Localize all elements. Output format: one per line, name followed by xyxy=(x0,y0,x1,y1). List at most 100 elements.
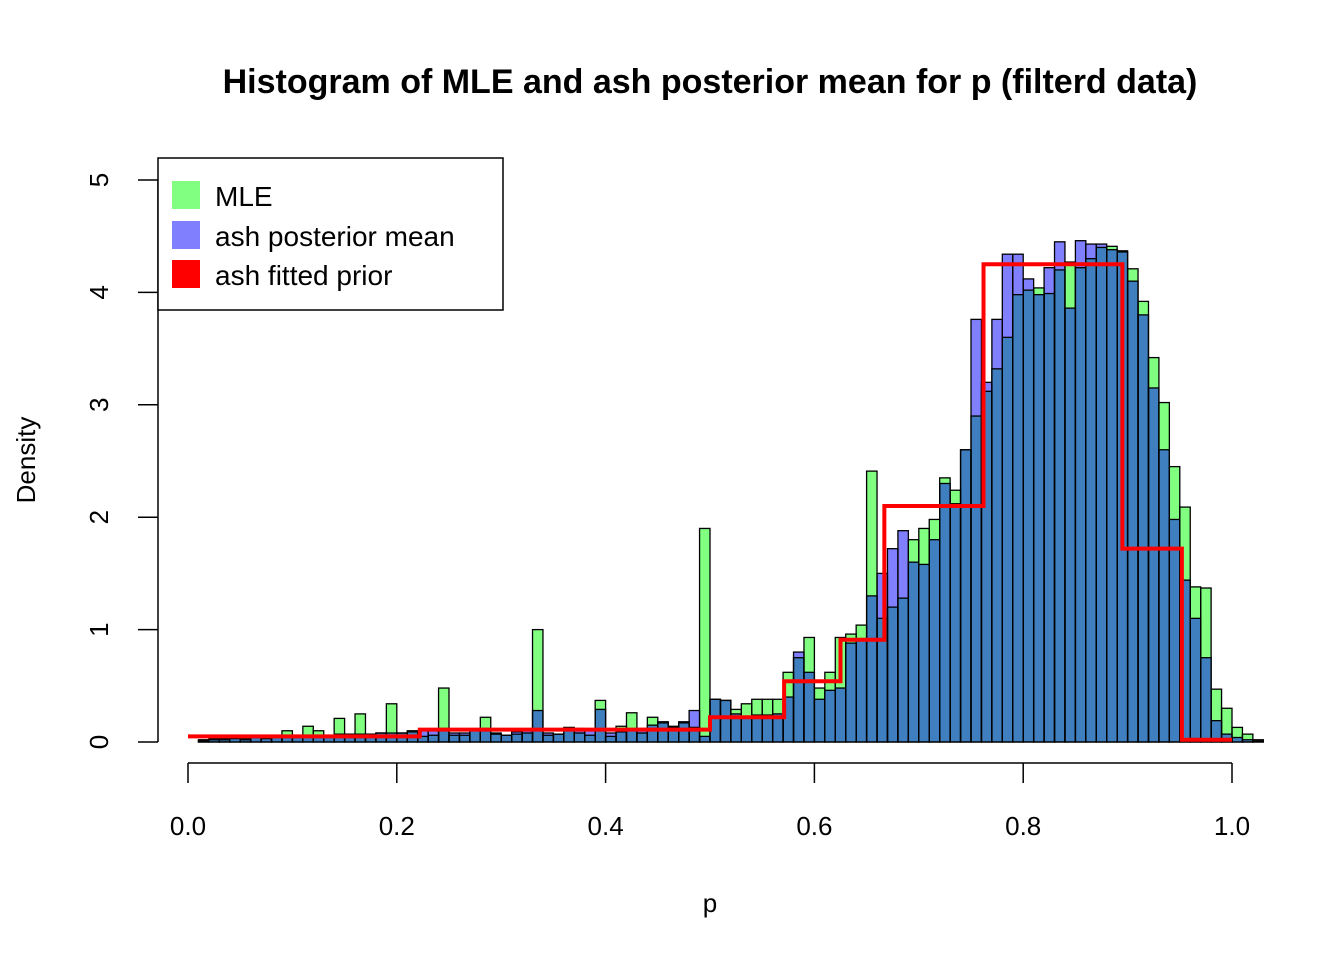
overlap-bar xyxy=(1127,281,1139,742)
overlap-bar xyxy=(720,700,731,742)
mle-bar xyxy=(480,717,491,729)
mle-bar xyxy=(939,477,951,484)
overlap-bar xyxy=(553,734,564,742)
ash-posterior-bar xyxy=(417,730,429,737)
mle-bar xyxy=(783,672,794,698)
overlap-bar xyxy=(480,728,491,742)
legend-swatch-ash-posterior-mean xyxy=(172,221,200,249)
overlap-bar xyxy=(261,738,272,742)
x-tick-label: 0.0 xyxy=(170,811,206,841)
mle-bar xyxy=(1211,689,1222,721)
mle-bar xyxy=(741,703,752,718)
overlap-bar xyxy=(877,618,888,742)
overlap-bar xyxy=(793,657,804,742)
ash-posterior-bar xyxy=(459,733,470,736)
overlap-bar xyxy=(824,690,836,742)
y-axis: 0 1 2 3 4 5 xyxy=(84,173,159,749)
ash-posterior-bar xyxy=(1023,278,1034,291)
mle-bar xyxy=(1064,262,1076,309)
overlap-bar xyxy=(783,697,794,742)
mle-bar xyxy=(950,490,961,504)
ash-posterior-bar xyxy=(897,530,909,599)
ash-posterior-bar xyxy=(793,652,804,658)
mle-bar xyxy=(1232,727,1243,738)
overlap-bar xyxy=(908,562,919,742)
mle-bar xyxy=(438,688,449,729)
ash-posterior-bar xyxy=(887,548,898,608)
overlap-bar xyxy=(584,735,596,742)
overlap-bar xyxy=(417,736,429,742)
overlap-bar xyxy=(1242,739,1253,742)
overlap-bar xyxy=(574,733,585,742)
y-tick-label: 2 xyxy=(84,510,114,524)
y-tick-label: 4 xyxy=(84,285,114,299)
y-tick-label: 0 xyxy=(84,735,114,749)
ash-posterior-bar xyxy=(1002,254,1013,338)
overlap-bar xyxy=(292,736,303,742)
mle-bar xyxy=(626,712,637,731)
ash-posterior-bar xyxy=(522,730,533,734)
mle-bar xyxy=(1106,246,1118,250)
overlap-bar xyxy=(1085,258,1097,742)
overlap-bar xyxy=(229,738,241,742)
mle-bar xyxy=(762,699,773,716)
overlap-bar xyxy=(741,717,752,742)
mle-bar xyxy=(647,717,658,726)
mle-bar xyxy=(334,718,345,735)
overlap-bars xyxy=(198,247,1264,743)
overlap-bar xyxy=(1232,737,1243,742)
x-axis-label: p xyxy=(703,888,717,918)
overlap-bar xyxy=(438,728,449,742)
y-tick-label: 5 xyxy=(84,173,114,187)
mle-bar xyxy=(814,688,825,700)
overlap-bar xyxy=(689,727,700,742)
overlap-bar xyxy=(647,725,658,742)
x-tick-label: 0.2 xyxy=(379,811,415,841)
mle-bar xyxy=(1200,588,1212,658)
overlap-bar xyxy=(1148,387,1159,742)
overlap-bar xyxy=(313,735,324,742)
mle-bar xyxy=(386,703,397,734)
overlap-bar xyxy=(605,736,617,742)
overlap-bar xyxy=(1012,294,1024,742)
overlap-bar xyxy=(897,598,909,742)
y-tick-label: 1 xyxy=(84,622,114,636)
x-tick-label: 0.6 xyxy=(796,811,832,841)
overlap-bar xyxy=(219,739,230,742)
mle-bar xyxy=(1169,466,1180,520)
overlap-bar xyxy=(616,731,627,742)
overlap-bar xyxy=(950,503,961,742)
overlap-bar xyxy=(814,699,825,742)
mle-bar xyxy=(302,726,314,736)
mle-bar xyxy=(355,713,366,735)
mle-bar xyxy=(866,471,878,596)
x-tick-label: 1.0 xyxy=(1214,811,1250,841)
overlap-bar xyxy=(1033,294,1045,742)
overlap-bar xyxy=(939,483,951,742)
overlap-bar xyxy=(866,595,878,742)
overlap-bar xyxy=(981,391,992,742)
ash-posterior-bar xyxy=(689,710,700,728)
mle-bar xyxy=(1127,268,1139,282)
overlap-bar xyxy=(762,715,773,742)
mle-bar xyxy=(918,528,930,565)
ash-posterior-bar xyxy=(1044,267,1055,294)
overlap-bar xyxy=(459,735,470,742)
overlap-bar xyxy=(1064,308,1076,742)
overlap-bar xyxy=(1002,337,1013,742)
overlap-bar xyxy=(991,368,1003,742)
mle-bar xyxy=(1242,734,1253,740)
overlap-bar xyxy=(449,735,460,742)
ash-posterior-bar xyxy=(991,319,1003,369)
legend-label-ash-fitted-prior: ash fitted prior xyxy=(215,260,392,291)
mle-bar xyxy=(1138,301,1149,315)
overlap-bar xyxy=(469,730,481,742)
x-tick-label: 0.4 xyxy=(588,811,624,841)
overlap-bar xyxy=(1075,267,1086,742)
mle-bar xyxy=(751,699,763,716)
overlap-bar xyxy=(281,736,293,742)
mle-bar xyxy=(772,699,784,714)
mle-bar xyxy=(1190,586,1201,619)
overlap-bar xyxy=(1044,293,1055,742)
overlap-bar xyxy=(1023,290,1034,742)
